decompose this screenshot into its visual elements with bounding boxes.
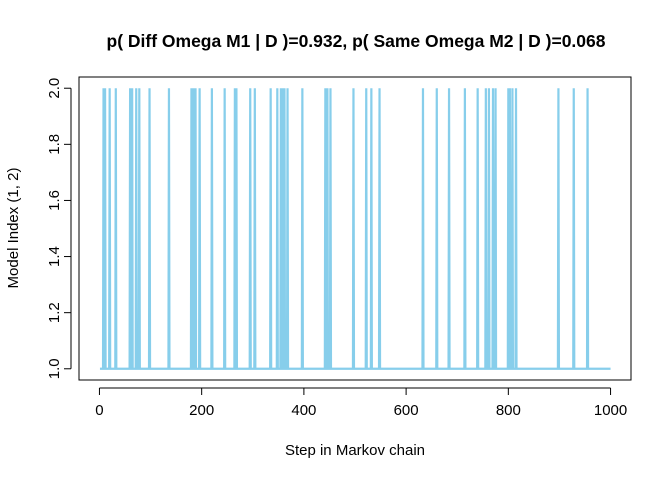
x-tick-label: 200: [189, 402, 214, 419]
y-tick-label: 1.8: [46, 134, 63, 155]
plot-frame: [78, 76, 632, 381]
y-tick-label: 2.0: [46, 78, 63, 99]
x-axis-label: Step in Markov chain: [285, 442, 425, 459]
y-axis: 1.0 1.2 1.4 1.6 1.8 2.0: [46, 78, 72, 379]
x-tick-label: 1000: [594, 402, 627, 419]
chart-title: p( Diff Omega M1 | D )=0.932, p( Same Om…: [107, 31, 606, 51]
y-tick-label: 1.6: [46, 190, 63, 211]
y-tick-label: 1.4: [46, 246, 63, 267]
y-axis-label: Model Index (1, 2): [5, 168, 22, 289]
plot-area: [99, 88, 611, 370]
x-tick-label: 800: [496, 402, 521, 419]
x-tick-label: 600: [394, 402, 419, 419]
series-line: [99, 88, 611, 370]
x-axis: 0 200 400 600 800 1000: [95, 387, 627, 419]
x-tick-label: 400: [291, 402, 316, 419]
x-tick-label: 0: [95, 402, 103, 419]
y-tick-label: 1.2: [46, 302, 63, 323]
y-tick-label: 1.0: [46, 358, 63, 379]
